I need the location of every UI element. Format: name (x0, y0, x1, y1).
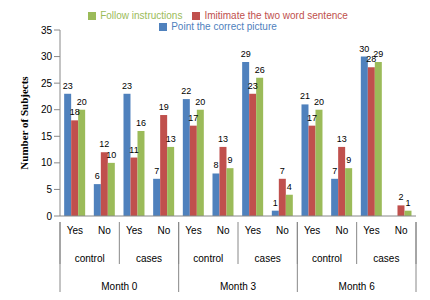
svg-text:Yes: Yes (245, 225, 261, 236)
svg-text:12: 12 (99, 139, 109, 149)
html-text:Point the correct picture: Point the correct picture (171, 21, 277, 32)
svg-text:4: 4 (287, 182, 292, 192)
svg-text:17: 17 (188, 113, 198, 123)
svg-text:cases: cases (373, 253, 399, 264)
svg-text:10: 10 (106, 150, 116, 160)
svg-text:Number of Subjects: Number of Subjects (18, 76, 30, 170)
svg-text:11: 11 (129, 145, 138, 155)
svg-text:13: 13 (218, 134, 228, 144)
svg-text:7: 7 (332, 166, 337, 176)
svg-text:Yes: Yes (304, 225, 320, 236)
svg-text:Yes: Yes (126, 225, 142, 236)
svg-text:Month 6: Month 6 (339, 281, 376, 292)
svg-text:control: control (75, 253, 105, 264)
svg-text:1: 1 (273, 198, 278, 208)
svg-text:28: 28 (366, 54, 377, 65)
svg-text:22: 22 (181, 86, 191, 96)
svg-text:2: 2 (398, 192, 403, 202)
svg-text:20: 20 (41, 104, 53, 115)
svg-text:10: 10 (41, 157, 53, 168)
svg-text:6: 6 (95, 171, 100, 181)
svg-text:23: 23 (63, 81, 73, 91)
svg-text:Yes: Yes (363, 225, 379, 236)
svg-text:35: 35 (41, 25, 53, 36)
svg-text:23: 23 (248, 81, 258, 91)
svg-text:25: 25 (41, 78, 53, 89)
svg-text:29: 29 (373, 49, 383, 59)
svg-text:Month 3: Month 3 (220, 281, 257, 292)
svg-text:1: 1 (405, 198, 410, 208)
svg-text:5: 5 (46, 184, 52, 195)
svg-text:No: No (276, 225, 289, 236)
html-text:Follow instructions: Follow instructions (100, 10, 183, 21)
svg-text:8: 8 (213, 160, 218, 170)
svg-text:13: 13 (337, 134, 347, 144)
svg-text:9: 9 (346, 155, 351, 165)
svg-text:23: 23 (122, 81, 132, 91)
svg-text:30: 30 (359, 44, 369, 54)
svg-text:control: control (312, 253, 342, 264)
svg-text:Yes: Yes (67, 225, 83, 236)
svg-text:No: No (98, 225, 111, 236)
svg-text:cases: cases (255, 253, 281, 264)
svg-text:13: 13 (166, 134, 176, 144)
svg-text:cases: cases (136, 253, 162, 264)
svg-text:20: 20 (77, 97, 87, 107)
svg-text:No: No (395, 225, 408, 236)
svg-text:29: 29 (241, 49, 251, 59)
svg-text:30: 30 (41, 51, 53, 62)
svg-text:18: 18 (70, 107, 80, 117)
svg-text:17: 17 (307, 113, 317, 123)
svg-text:16: 16 (136, 118, 146, 128)
svg-text:No: No (335, 225, 348, 236)
svg-text:7: 7 (154, 166, 159, 176)
svg-text:20: 20 (195, 97, 205, 107)
svg-text:21: 21 (300, 91, 310, 101)
svg-text:No: No (217, 225, 230, 236)
svg-text:9: 9 (227, 155, 232, 165)
svg-text:control: control (193, 253, 223, 264)
svg-text:15: 15 (41, 131, 53, 142)
svg-text:Month 0: Month 0 (101, 281, 138, 292)
svg-text:No: No (157, 225, 170, 236)
svg-text:20: 20 (314, 97, 324, 107)
html-text:Imitimate the two word sentenc: Imitimate the two word sentence (204, 10, 348, 21)
svg-text:26: 26 (255, 65, 265, 75)
svg-text:7: 7 (280, 166, 285, 176)
svg-text:0: 0 (46, 211, 52, 222)
svg-text:Yes: Yes (185, 225, 201, 236)
svg-text:19: 19 (159, 102, 169, 112)
